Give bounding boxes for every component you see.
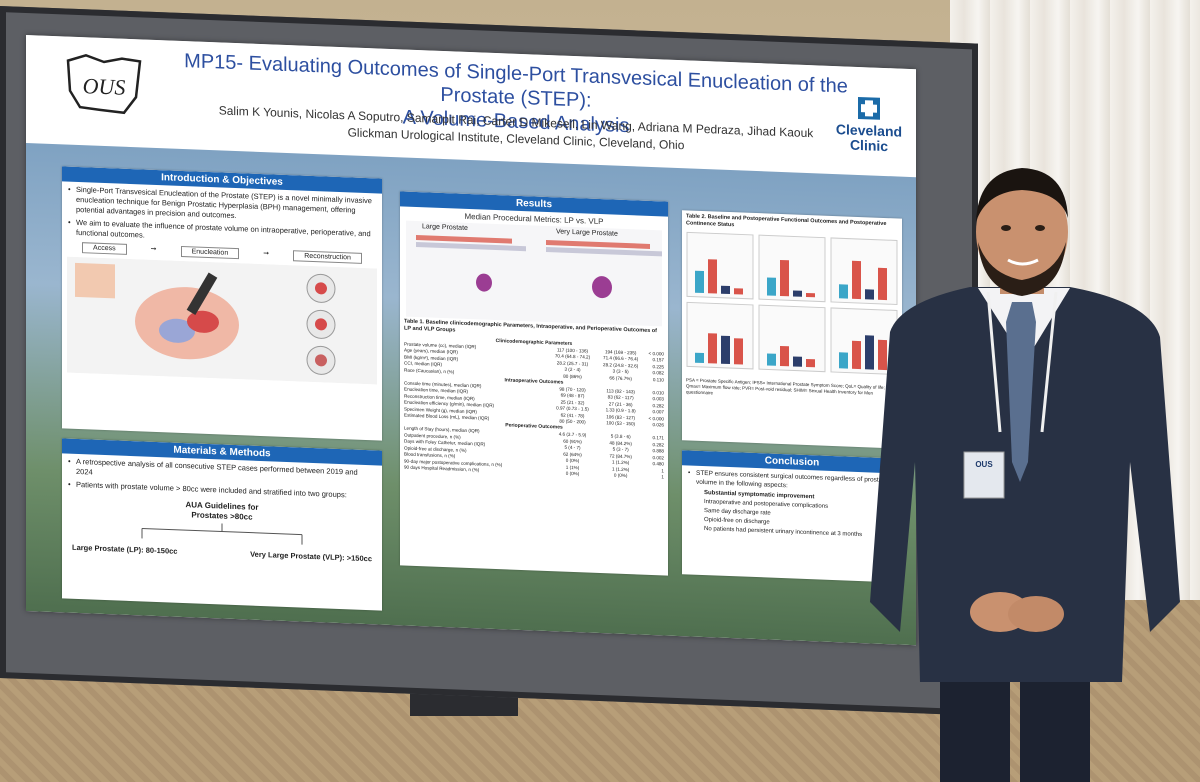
mini-chart-bar [865, 289, 874, 300]
mini-chart-bar [852, 260, 861, 300]
cleveland-clinic-logo-line2: Clinic [849, 136, 889, 155]
stratification-tree [141, 523, 303, 545]
mini-chart-bar [780, 345, 789, 367]
very-large-prostate-label: Very Large Prostate [556, 228, 618, 238]
mini-chart-bar [793, 290, 802, 297]
mini-chart-bar [852, 340, 861, 370]
mini-chart-bar [780, 259, 789, 297]
mini-chart-bar [708, 333, 717, 364]
large-prostate-label: Large Prostate [422, 223, 468, 232]
results-panel: Results Median Procedural Metrics: LP vs… [400, 191, 668, 576]
mini-chart-bar [839, 352, 848, 369]
mini-chart-bar [839, 284, 848, 299]
poster-board: OUS MP15- Evaluating Outcomes of Single-… [0, 6, 978, 716]
mini-chart-bar [865, 335, 874, 370]
mini-chart-bar [767, 353, 776, 366]
mini-chart-bar [721, 285, 730, 295]
mini-chart-bar [878, 339, 887, 371]
arrow-icon: ➞ [263, 250, 270, 258]
table-cell: 1 [661, 474, 664, 480]
ohio-logo: OUS [66, 53, 142, 115]
mini-chart-bar [708, 259, 717, 294]
presenter-photo: OUS [870, 168, 1180, 782]
table-cell: 0.110 [652, 376, 664, 383]
name-badge-text: OUS [975, 460, 993, 469]
mini-chart-bar [721, 335, 730, 365]
group-very-large-prostate: Very Large Prostate (VLP): >150cc [250, 549, 372, 564]
mini-chart-bar [695, 270, 704, 294]
step-reconstruction: Reconstruction [293, 250, 362, 264]
table-cell: 0 (0%) [565, 470, 580, 477]
mini-chart-bar [806, 292, 815, 298]
lp-prostate-icon [476, 273, 492, 292]
procedural-metrics-figure: Large Prostate Very Large Prostate [406, 220, 662, 327]
table1: Clinicodemographic Parameters Prostate vo… [400, 334, 668, 481]
methods-panel: Materials & Methods A retrospective anal… [62, 438, 382, 611]
poster-banner: OUS MP15- Evaluating Outcomes of Single-… [26, 34, 916, 178]
cleveland-clinic-logo: Cleveland Clinic [834, 96, 904, 155]
mini-chart-bar [695, 352, 704, 364]
step-access: Access [82, 242, 127, 255]
mini-chart-bar [734, 338, 743, 365]
ohio-logo-text: OUS [83, 73, 126, 100]
research-poster: OUS MP15- Evaluating Outcomes of Single-… [26, 34, 916, 646]
group-large-prostate: Large Prostate (LP): 80-150cc [72, 542, 178, 556]
surgical-illustration [67, 256, 377, 385]
table2-panel: Table 2. Baseline and Postoperative Func… [682, 210, 902, 449]
mini-chart-bar [806, 358, 815, 368]
mini-chart-bar [878, 267, 887, 301]
mini-chart-bar [734, 288, 743, 295]
vlp-prostate-icon [592, 275, 612, 299]
cross-icon [858, 96, 880, 120]
step-enucleation: Enucleation [180, 245, 240, 260]
arrow-icon: ➞ [150, 245, 157, 254]
table-cell: 0 (0%) [613, 472, 628, 479]
mini-chart-bar [793, 356, 802, 367]
intro-panel: Introduction & Objectives Single-Port Tr… [62, 166, 382, 441]
table-cell: 0.026 [652, 422, 664, 428]
functional-outcomes-bar-charts [686, 231, 898, 375]
mini-chart-bar [767, 277, 776, 296]
